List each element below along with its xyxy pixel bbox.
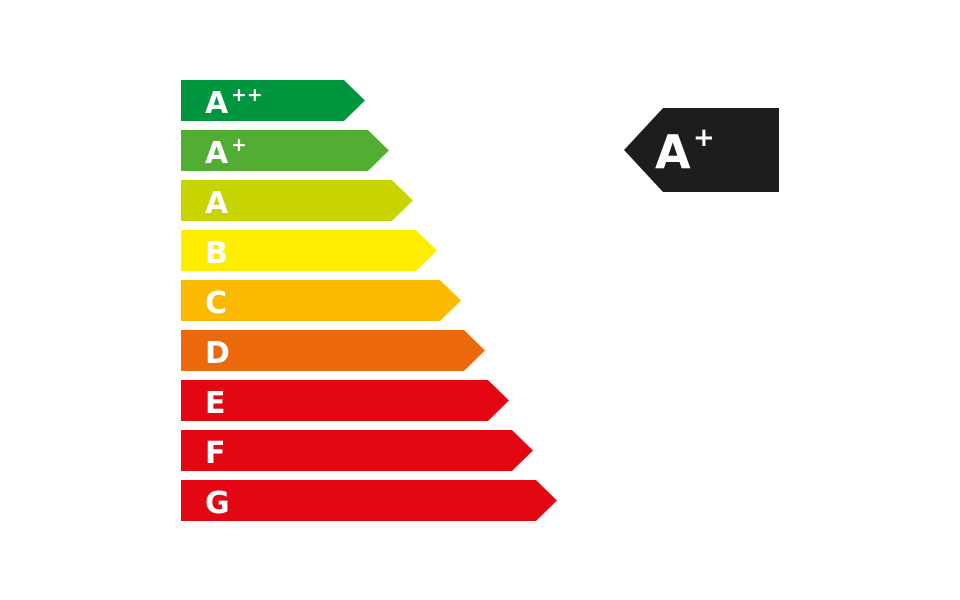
energy-class-a: A <box>181 180 413 221</box>
energy-class-c: C <box>181 280 461 321</box>
class-bar <box>181 130 389 171</box>
class-sup: ++ <box>231 84 263 106</box>
class-bar <box>181 280 461 321</box>
class-sup: + <box>231 134 247 156</box>
class-bar <box>181 180 413 221</box>
class-bar <box>181 480 557 521</box>
rating-sup: + <box>693 123 715 153</box>
class-letter: G <box>205 486 230 521</box>
class-letter: C <box>205 286 227 321</box>
energy-class-d: D <box>181 330 485 371</box>
energy-class-g: G <box>181 480 557 521</box>
energy-class-e: E <box>181 380 509 421</box>
rating-tag: A + <box>624 108 779 192</box>
class-letter: E <box>205 386 226 421</box>
class-bar <box>181 230 437 271</box>
energy-class-aplusplus: A ++ <box>181 80 365 121</box>
class-bar <box>181 330 485 371</box>
class-letter: A <box>205 86 229 121</box>
class-letter: A <box>205 186 229 221</box>
class-letter: D <box>205 336 230 371</box>
energy-class-aplus: A + <box>181 130 389 171</box>
class-bar <box>181 80 365 121</box>
energy-class-f: F <box>181 430 533 471</box>
class-letter: B <box>205 236 228 271</box>
class-bar <box>181 380 509 421</box>
class-letter: F <box>205 436 226 471</box>
class-bar <box>181 430 533 471</box>
class-letter: A <box>205 136 229 171</box>
rating-letter: A <box>655 125 691 179</box>
rating-arrow <box>624 108 779 192</box>
energy-class-b: B <box>181 230 437 271</box>
